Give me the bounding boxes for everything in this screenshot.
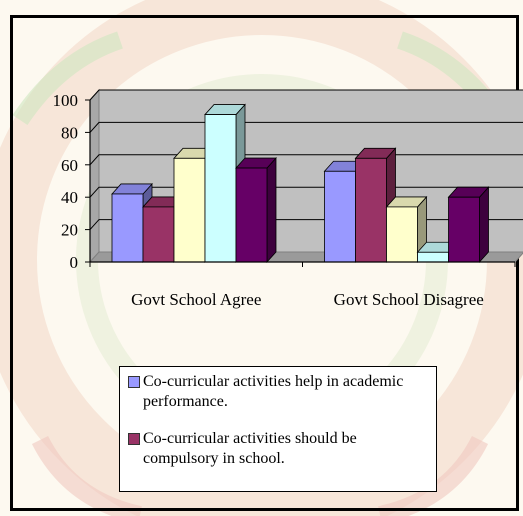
bar — [235, 156, 277, 264]
legend-label-series-2: Co-curricular activities should be compu… — [143, 430, 357, 467]
bar — [354, 147, 397, 264]
bars — [111, 103, 490, 264]
y-tick-label: 80 — [61, 123, 78, 142]
bar-front — [324, 170, 356, 263]
legend-swatch-series-2 — [128, 433, 140, 445]
y-tick-labels: 0 20 40 60 80 100 — [53, 91, 79, 272]
legend-item-series-1: Co-curricular activities help in academi… — [128, 372, 428, 412]
y-tick-label: 60 — [61, 156, 78, 175]
x-category-label: Govt School Disagree — [334, 290, 484, 309]
legend-label-series-1: Co-curricular activities help in academi… — [143, 373, 404, 410]
bar — [385, 195, 428, 264]
gridline — [89, 121, 523, 133]
x-category-label: Govt School Agree — [131, 290, 261, 309]
bar-side — [266, 156, 277, 264]
bar-front — [417, 251, 449, 263]
legend-swatch-series-1 — [128, 376, 140, 388]
bar-front — [386, 206, 418, 263]
y-tick-label: 100 — [53, 91, 79, 110]
chart-legend: Co-curricular activities help in academi… — [119, 366, 437, 492]
x-category-labels: Govt School Agree Govt School Disagree — [131, 290, 484, 309]
bar — [447, 186, 490, 264]
y-tick-label: 20 — [61, 221, 78, 240]
bar-front — [111, 193, 144, 263]
bar-front — [448, 196, 480, 263]
chart-frame — [10, 15, 519, 511]
bar-front — [204, 114, 237, 263]
bar-side — [479, 186, 489, 264]
plot-side-wall — [89, 88, 100, 264]
axes — [85, 99, 516, 267]
legend-item-series-2: Co-curricular activities should be compu… — [128, 429, 428, 469]
bar-front — [355, 157, 387, 263]
bar-front — [142, 206, 175, 263]
bar-front — [235, 167, 268, 263]
y-tick-label: 40 — [61, 188, 78, 207]
gridline — [89, 89, 523, 101]
bar-front — [173, 157, 206, 263]
y-tick-label: 0 — [70, 253, 79, 272]
